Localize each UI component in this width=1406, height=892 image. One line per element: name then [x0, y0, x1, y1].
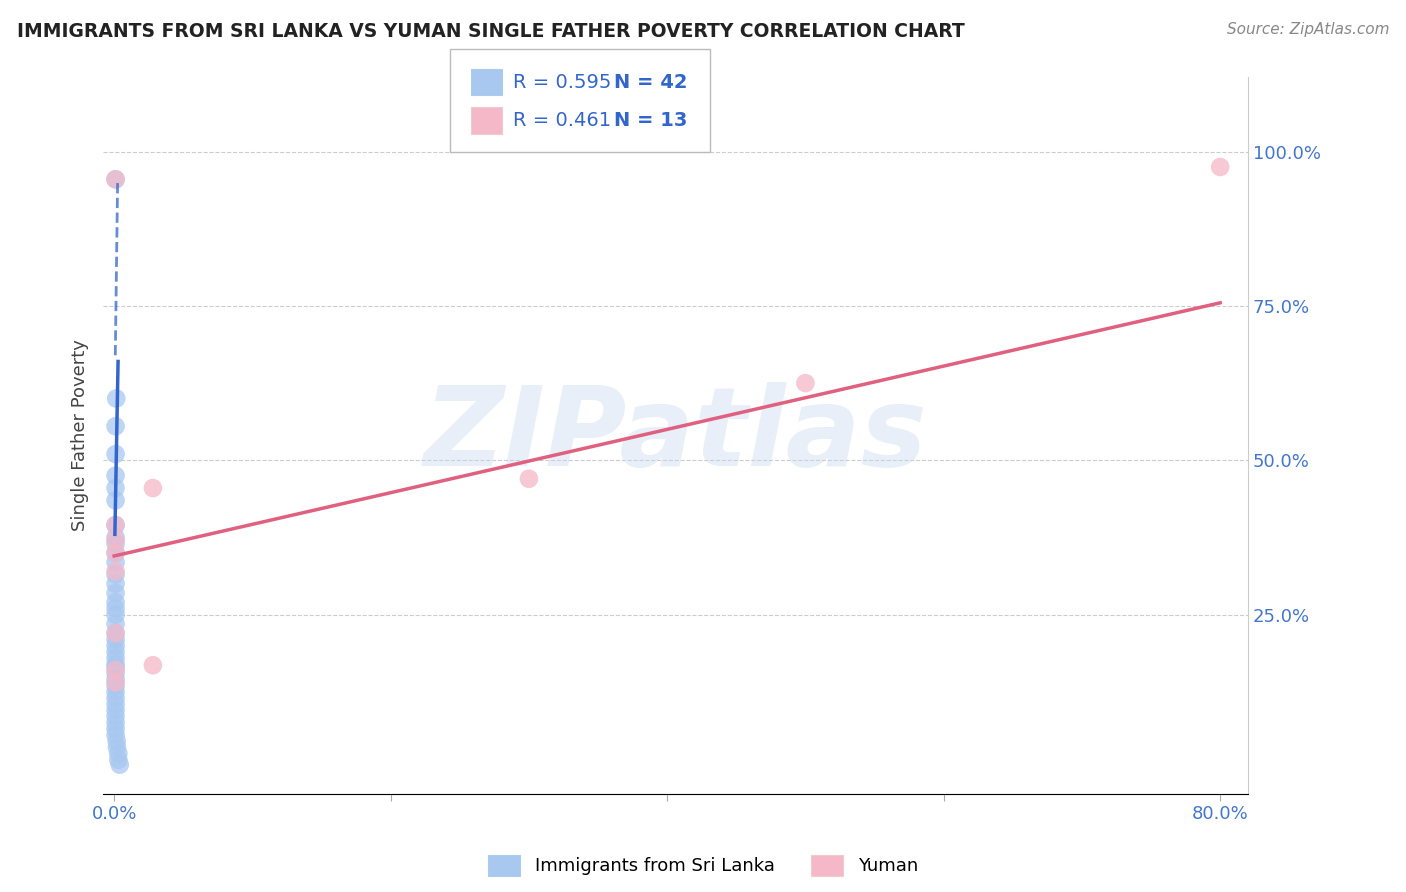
- Point: [104, 576, 127, 591]
- Point: [517, 472, 540, 486]
- Text: R = 0.595: R = 0.595: [513, 72, 612, 92]
- Point: [104, 518, 127, 533]
- Point: [107, 753, 129, 767]
- Point: [105, 734, 128, 748]
- Point: [104, 419, 127, 434]
- Point: [104, 546, 127, 560]
- Point: [104, 616, 127, 631]
- Point: [104, 601, 127, 615]
- Text: ZIPatlas: ZIPatlas: [423, 382, 928, 489]
- Point: [104, 703, 127, 717]
- Point: [104, 567, 127, 582]
- Point: [104, 709, 127, 723]
- Point: [108, 757, 131, 772]
- Point: [104, 172, 127, 186]
- Point: [104, 650, 127, 665]
- Point: [104, 690, 127, 705]
- Text: N = 42: N = 42: [614, 72, 688, 92]
- Point: [104, 481, 127, 495]
- Point: [104, 715, 127, 730]
- Point: [104, 565, 127, 579]
- Point: [104, 447, 127, 461]
- Point: [104, 626, 127, 640]
- Legend: Immigrants from Sri Lanka, Yuman: Immigrants from Sri Lanka, Yuman: [481, 847, 925, 883]
- Text: R = 0.461: R = 0.461: [513, 111, 612, 130]
- Point: [104, 697, 127, 711]
- Point: [104, 685, 127, 699]
- Point: [104, 533, 127, 548]
- Point: [104, 586, 127, 600]
- Point: [104, 546, 127, 560]
- Point: [105, 740, 128, 755]
- Point: [104, 595, 127, 609]
- Point: [104, 493, 127, 508]
- Text: Source: ZipAtlas.com: Source: ZipAtlas.com: [1226, 22, 1389, 37]
- Point: [104, 675, 127, 690]
- Point: [104, 663, 127, 677]
- Point: [104, 536, 127, 550]
- Point: [104, 666, 127, 681]
- Point: [104, 632, 127, 647]
- Point: [104, 728, 127, 742]
- Text: IMMIGRANTS FROM SRI LANKA VS YUMAN SINGLE FATHER POVERTY CORRELATION CHART: IMMIGRANTS FROM SRI LANKA VS YUMAN SINGL…: [17, 22, 965, 41]
- Point: [104, 673, 127, 687]
- Point: [105, 392, 128, 406]
- Point: [142, 658, 165, 673]
- Point: [104, 626, 127, 640]
- Text: N = 13: N = 13: [614, 111, 688, 130]
- Point: [107, 747, 129, 761]
- Point: [104, 531, 127, 545]
- Point: [104, 555, 127, 569]
- Point: [794, 376, 817, 390]
- Point: [104, 639, 127, 653]
- Point: [104, 645, 127, 659]
- Point: [1209, 160, 1232, 174]
- Point: [104, 607, 127, 622]
- Point: [104, 660, 127, 674]
- Point: [104, 468, 127, 483]
- Point: [142, 481, 165, 495]
- Point: [104, 657, 127, 671]
- Y-axis label: Single Father Poverty: Single Father Poverty: [72, 340, 89, 532]
- Point: [104, 172, 127, 186]
- Point: [104, 679, 127, 693]
- Point: [104, 518, 127, 533]
- Point: [104, 722, 127, 736]
